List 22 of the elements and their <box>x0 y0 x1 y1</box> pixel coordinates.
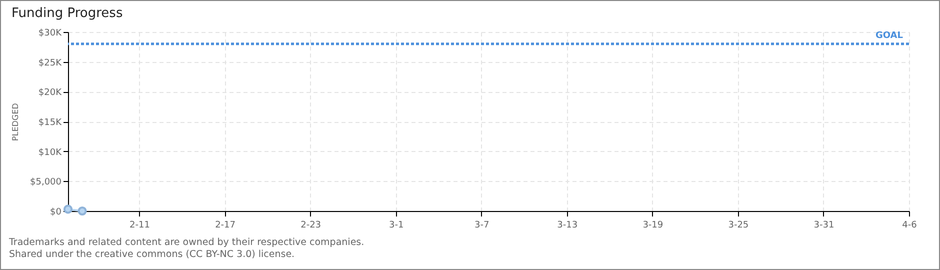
x-tick-label: 4-6 <box>902 220 918 230</box>
ref-line-label: GOAL <box>876 30 904 41</box>
x-tick-label: 2-17 <box>215 220 236 230</box>
x-tick-label: 3-1 <box>388 220 404 230</box>
chart-title: Funding Progress <box>12 6 123 21</box>
y-tick-label: $0 <box>50 208 62 218</box>
x-tick-label: 3-19 <box>642 220 664 230</box>
x-tick-label: 3-25 <box>728 220 749 230</box>
x-tick-label: 3-7 <box>474 220 490 230</box>
text: Shared under the creative commons (CC BY-NC 3.0) license. <box>9 249 296 261</box>
y-tick-label: $20K <box>38 88 63 98</box>
y-axis-title: PLEDGED <box>11 103 20 141</box>
y-tick-label: $30K <box>38 28 63 38</box>
x-tick-label: 3-31 <box>814 220 834 230</box>
y-tick-label: $25K <box>38 58 63 68</box>
y-tick-label: $10K <box>38 148 63 158</box>
x-tick-label: 2-11 <box>130 220 150 230</box>
x-tick-label: 3-13 <box>557 220 578 230</box>
y-tick-label: $5,000 <box>30 178 62 188</box>
y-tick-label: $15K <box>38 118 63 128</box>
x-tick-label: 2-23 <box>300 220 322 230</box>
text: Trademarks and related content are owned by their respective companies. <box>9 237 364 249</box>
